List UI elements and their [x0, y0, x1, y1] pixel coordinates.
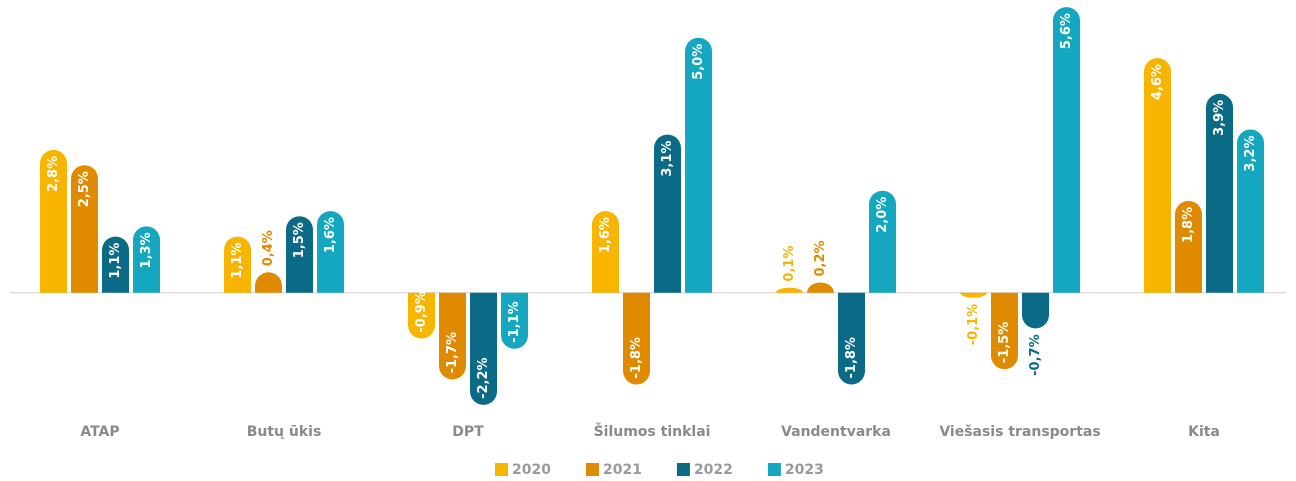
value-label: 3,2% — [1243, 136, 1258, 172]
x-tick-label: Butų ūkis — [247, 424, 322, 440]
x-tick-label: ATAP — [80, 424, 119, 440]
value-label: -1,7% — [445, 332, 460, 373]
value-label: -0,1% — [966, 304, 981, 345]
bar — [439, 292, 466, 380]
value-label: 1,3% — [139, 232, 154, 268]
value-label: 4,6% — [1150, 64, 1165, 100]
value-label: 1,6% — [598, 217, 613, 253]
x-tick-label: Šilumos tinklai — [594, 422, 711, 440]
legend-label: 2022 — [694, 462, 733, 478]
bar — [1053, 7, 1080, 293]
x-tick-label: DPT — [452, 424, 484, 440]
bar — [776, 287, 803, 293]
bar — [1175, 200, 1202, 293]
bar — [592, 211, 619, 293]
bar — [255, 272, 282, 293]
bar — [654, 134, 681, 293]
value-label: -2,2% — [476, 357, 491, 398]
value-label: 1,1% — [230, 243, 245, 279]
value-label: -1,5% — [997, 322, 1012, 363]
legend-swatch — [676, 463, 690, 476]
bar — [1237, 129, 1264, 293]
value-label: 3,9% — [1212, 100, 1227, 136]
bar — [623, 292, 650, 385]
legend-label: 2021 — [603, 462, 642, 478]
legend-label: 2020 — [512, 462, 551, 478]
bar — [286, 216, 313, 293]
value-label: 1,1% — [108, 243, 123, 279]
legend-label: 2023 — [785, 462, 824, 478]
value-label: 1,5% — [292, 222, 307, 258]
bar — [224, 236, 251, 293]
bar — [408, 292, 435, 339]
value-label: -1,1% — [507, 301, 522, 342]
bar — [685, 37, 712, 293]
bar — [102, 236, 129, 293]
bar — [501, 292, 528, 349]
value-label: 1,8% — [1181, 207, 1196, 243]
x-tick-label: Vandentvarka — [781, 424, 891, 440]
bar — [71, 165, 98, 293]
value-label: 2,8% — [46, 156, 61, 192]
value-label: 0,2% — [813, 240, 828, 276]
value-label: 0,1% — [782, 246, 797, 282]
x-tick-label: Kita — [1188, 424, 1220, 440]
bar — [1206, 93, 1233, 293]
value-label: 1,6% — [323, 217, 338, 253]
value-label: 5,6% — [1059, 13, 1074, 49]
bar — [869, 190, 896, 293]
bar — [317, 211, 344, 293]
legend-swatch — [495, 463, 508, 476]
value-label: -1,8% — [629, 337, 644, 378]
value-label: 3,1% — [660, 141, 675, 177]
value-label: 2,5% — [77, 171, 92, 207]
value-label: 2,0% — [875, 197, 890, 233]
bar — [838, 292, 865, 385]
bar — [1022, 292, 1049, 329]
value-label: -0,7% — [1028, 334, 1043, 375]
bar — [991, 292, 1018, 370]
value-label: 5,0% — [691, 44, 706, 80]
bar — [133, 226, 160, 293]
legend-swatch — [767, 463, 781, 476]
bar — [960, 292, 987, 298]
bar — [470, 292, 497, 405]
bar — [40, 149, 67, 293]
bar — [807, 282, 834, 293]
bar — [1144, 58, 1171, 293]
legend-swatch — [585, 463, 599, 476]
x-tick-label: Viešasis transportas — [939, 424, 1100, 440]
value-label: 0,4% — [261, 230, 276, 266]
value-label: -1,8% — [844, 337, 859, 378]
value-label: -0,9% — [414, 291, 429, 332]
